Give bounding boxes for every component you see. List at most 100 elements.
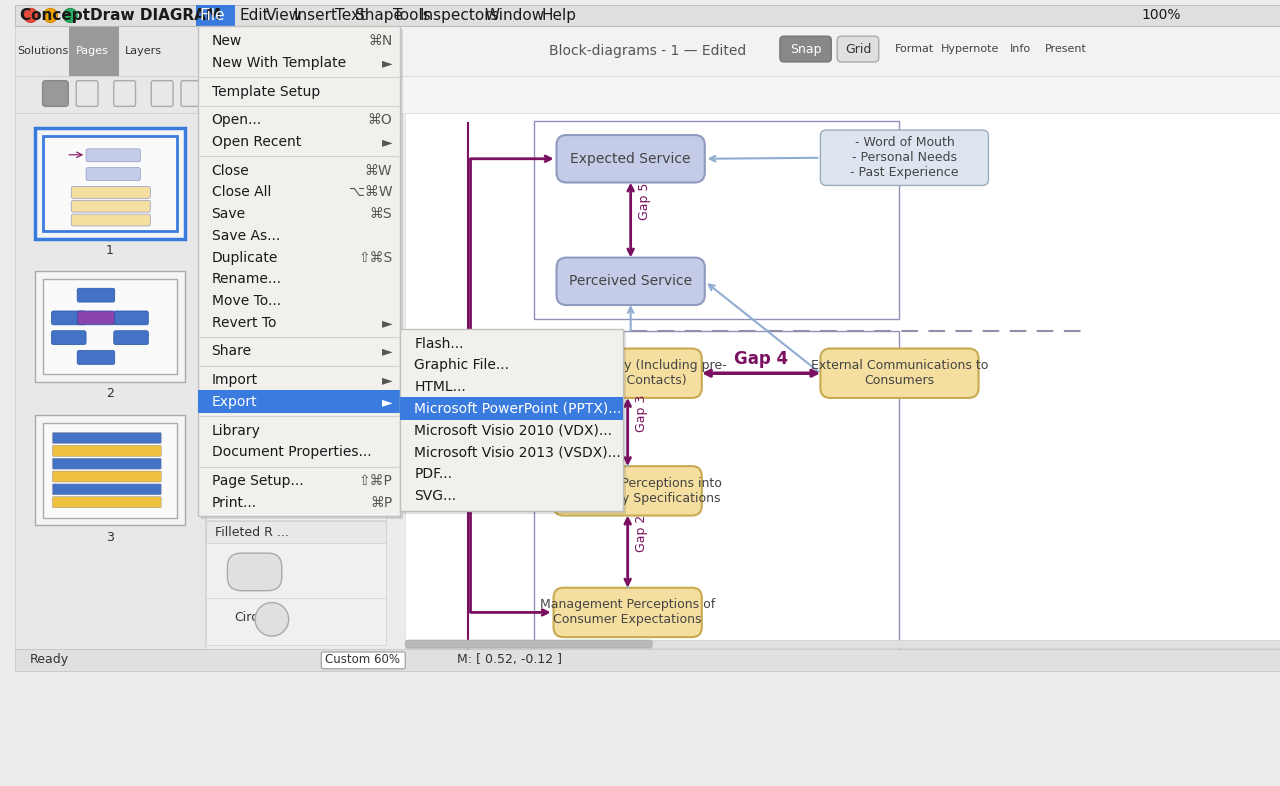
Bar bbox=[201, 29, 403, 519]
FancyBboxPatch shape bbox=[52, 458, 161, 469]
Text: M: [ 0.52, -0.12 ]: M: [ 0.52, -0.12 ] bbox=[457, 653, 562, 667]
Text: Translation of Perceptions into
Service Quality Specifications: Translation of Perceptions into Service … bbox=[534, 477, 722, 505]
Text: Expected Service: Expected Service bbox=[571, 152, 691, 166]
Bar bbox=[69, 26, 119, 75]
Bar bbox=[206, 543, 385, 601]
FancyBboxPatch shape bbox=[52, 446, 161, 456]
FancyBboxPatch shape bbox=[820, 130, 988, 185]
Bar bbox=[206, 521, 385, 543]
Text: Filleted R ...: Filleted R ... bbox=[215, 526, 289, 539]
Bar bbox=[406, 110, 1280, 649]
Bar bbox=[196, 5, 236, 26]
FancyBboxPatch shape bbox=[780, 36, 831, 62]
Text: Close All: Close All bbox=[211, 185, 271, 200]
FancyBboxPatch shape bbox=[553, 588, 701, 637]
FancyBboxPatch shape bbox=[72, 200, 150, 212]
Text: Customer
Process: Customer Process bbox=[420, 374, 440, 425]
Circle shape bbox=[24, 9, 37, 22]
Circle shape bbox=[63, 9, 77, 22]
Text: Microsoft Visio 2010 (VDX)...: Microsoft Visio 2010 (VDX)... bbox=[415, 424, 612, 438]
FancyBboxPatch shape bbox=[77, 311, 115, 325]
Bar bbox=[15, 75, 205, 113]
Text: ⌘P: ⌘P bbox=[370, 496, 393, 509]
Text: Help: Help bbox=[541, 8, 576, 23]
Text: View: View bbox=[266, 8, 302, 23]
Bar bbox=[35, 128, 184, 239]
Text: Inspectors: Inspectors bbox=[420, 8, 499, 23]
FancyBboxPatch shape bbox=[86, 167, 141, 181]
Text: Import: Import bbox=[211, 373, 257, 387]
Text: Page Setup...: Page Setup... bbox=[211, 474, 303, 488]
FancyBboxPatch shape bbox=[553, 348, 701, 398]
Bar bbox=[534, 331, 900, 652]
FancyBboxPatch shape bbox=[77, 81, 99, 106]
FancyBboxPatch shape bbox=[180, 81, 202, 106]
Text: Library: Library bbox=[211, 424, 260, 438]
FancyBboxPatch shape bbox=[72, 214, 150, 226]
Text: Duplicate: Duplicate bbox=[211, 251, 278, 265]
Text: ►: ► bbox=[381, 316, 393, 330]
Text: Rename...: Rename... bbox=[211, 272, 282, 286]
FancyBboxPatch shape bbox=[557, 258, 705, 305]
Text: Ready: Ready bbox=[29, 653, 69, 667]
Text: Gap 3: Gap 3 bbox=[635, 395, 648, 432]
Text: Gap 2: Gap 2 bbox=[635, 514, 648, 552]
Text: ⇧⌘P: ⇧⌘P bbox=[358, 474, 393, 488]
Text: 1: 1 bbox=[106, 244, 114, 257]
Text: Save: Save bbox=[211, 207, 246, 221]
Text: Window: Window bbox=[485, 8, 545, 23]
FancyBboxPatch shape bbox=[321, 652, 406, 669]
Bar bbox=[15, 5, 1280, 26]
Text: 3: 3 bbox=[106, 531, 114, 544]
Text: PDF...: PDF... bbox=[415, 467, 452, 481]
Text: Grid: Grid bbox=[845, 42, 872, 56]
FancyBboxPatch shape bbox=[557, 135, 705, 182]
Text: Graphic File...: Graphic File... bbox=[415, 358, 509, 373]
Text: Custom 60%: Custom 60% bbox=[325, 653, 401, 667]
Text: Template Setup: Template Setup bbox=[211, 85, 320, 98]
Text: Service Delivery (Including pre-
and post Contacts): Service Delivery (Including pre- and pos… bbox=[529, 359, 727, 387]
Text: Info: Info bbox=[1010, 44, 1030, 54]
Text: Share: Share bbox=[211, 344, 252, 358]
Text: Flash...: Flash... bbox=[415, 336, 463, 351]
Text: Move To...: Move To... bbox=[211, 294, 280, 308]
Text: Export: Export bbox=[211, 395, 257, 409]
Bar bbox=[401, 397, 623, 420]
Text: - Word of Mouth
- Personal Needs
- Past Experience: - Word of Mouth - Personal Needs - Past … bbox=[850, 136, 959, 179]
FancyBboxPatch shape bbox=[52, 432, 161, 443]
Text: ⌥⌘W: ⌥⌘W bbox=[349, 185, 393, 200]
Bar bbox=[197, 390, 401, 413]
FancyBboxPatch shape bbox=[820, 348, 978, 398]
Text: Microsoft PowerPoint (PPTX)...: Microsoft PowerPoint (PPTX)... bbox=[415, 402, 622, 416]
Bar bbox=[401, 329, 623, 511]
Text: Edit: Edit bbox=[239, 8, 269, 23]
FancyBboxPatch shape bbox=[51, 331, 86, 344]
FancyBboxPatch shape bbox=[837, 36, 879, 62]
Text: Document Properties...: Document Properties... bbox=[211, 446, 371, 459]
Text: 100%: 100% bbox=[1142, 9, 1181, 23]
Text: ►: ► bbox=[381, 135, 393, 149]
FancyBboxPatch shape bbox=[86, 149, 141, 162]
Bar bbox=[534, 121, 900, 319]
FancyBboxPatch shape bbox=[72, 186, 150, 198]
Text: ⇧⌘S: ⇧⌘S bbox=[358, 251, 393, 265]
Bar bbox=[406, 640, 1280, 648]
Bar bbox=[15, 26, 1280, 75]
FancyBboxPatch shape bbox=[51, 311, 86, 325]
Text: Gap 4: Gap 4 bbox=[733, 351, 788, 369]
FancyBboxPatch shape bbox=[114, 311, 148, 325]
Text: Gap 5: Gap 5 bbox=[637, 182, 652, 220]
Circle shape bbox=[44, 9, 58, 22]
FancyBboxPatch shape bbox=[553, 466, 701, 516]
Text: ►: ► bbox=[381, 373, 393, 387]
Bar bbox=[15, 75, 1280, 113]
Text: Tools: Tools bbox=[393, 8, 431, 23]
Text: 2: 2 bbox=[106, 387, 114, 401]
FancyBboxPatch shape bbox=[52, 484, 161, 495]
Text: Pages: Pages bbox=[76, 46, 109, 56]
Bar bbox=[42, 279, 177, 374]
Text: ConceptDraw DIAGRAM: ConceptDraw DIAGRAM bbox=[20, 8, 221, 23]
Bar bbox=[206, 597, 385, 645]
FancyBboxPatch shape bbox=[42, 81, 68, 106]
FancyBboxPatch shape bbox=[52, 497, 161, 508]
